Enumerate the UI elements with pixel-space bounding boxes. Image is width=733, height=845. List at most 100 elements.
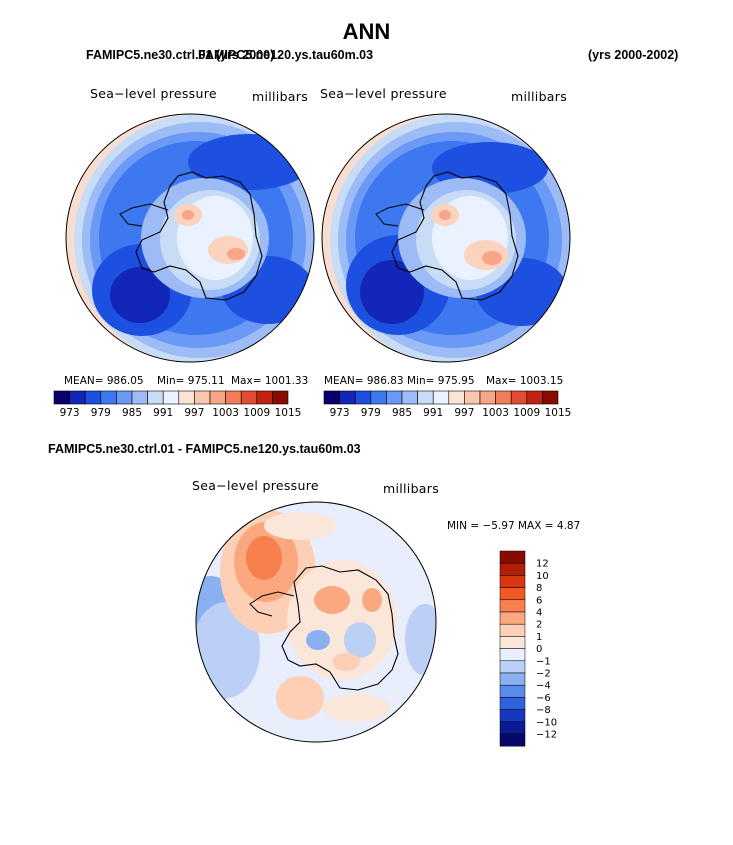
right-min: Min= 975.95 xyxy=(407,375,475,387)
right-colorbar-swatch xyxy=(417,390,434,405)
right-colorbar-label: 979 xyxy=(361,407,381,419)
diff-units-label: millibars xyxy=(383,481,440,496)
diff-colorbar-swatch xyxy=(499,575,526,588)
right-colorbar-swatch xyxy=(510,390,528,405)
diff-colorbar-label: 1 xyxy=(536,632,542,643)
left-colorbar-label: 973 xyxy=(60,407,80,419)
left-case-label: FAMIPC5.ne30.ctrl.01 (yrs 2000) xyxy=(86,48,275,62)
diff-colorbar-swatch xyxy=(499,623,526,637)
diff-colorbar-swatch xyxy=(499,599,526,613)
right-colorbar-swatch xyxy=(495,390,512,405)
right-case-label: FAMIPC5.ne120.ys.tau60m.03 xyxy=(198,48,374,62)
left-colorbar-swatch xyxy=(272,390,289,405)
right-colorbar-swatch xyxy=(448,390,465,405)
left-colorbar-label: 997 xyxy=(184,407,204,419)
diff-colorbar-label: −2 xyxy=(536,669,551,680)
diff-colorbar-swatch xyxy=(499,660,526,674)
left-max: Max= 1001.33 xyxy=(231,375,309,387)
left-colorbar: 973 979 985 991 997 1003 1009 1015 xyxy=(53,390,302,419)
left-colorbar-swatch xyxy=(178,390,195,405)
right-colorbar-swatch xyxy=(339,390,356,405)
left-colorbar-label: 1003 xyxy=(212,407,239,419)
right-colorbar: 973 979 985 991 997 1003 1009 1015 xyxy=(323,390,572,419)
right-colorbar-swatch xyxy=(323,390,340,405)
right-colorbar-swatch xyxy=(526,390,543,405)
right-colorbar-swatch xyxy=(354,390,372,405)
diff-colorbar-label: −4 xyxy=(536,681,551,692)
diff-colorbar-label: −12 xyxy=(536,730,557,741)
diff-colorbar-label: 12 xyxy=(536,559,549,570)
diff-colorbar-swatch xyxy=(499,721,526,735)
diff-colorbar-swatch xyxy=(499,611,526,625)
right-variable-label: Sea−level pressure xyxy=(320,86,447,101)
right-max: Max= 1003.15 xyxy=(486,375,564,387)
diff-colorbar-swatch xyxy=(499,697,526,710)
diff-title: FAMIPC5.ne30.ctrl.01 - FAMIPC5.ne120.ys.… xyxy=(48,442,361,456)
right-colorbar-swatch xyxy=(370,390,387,405)
right-colorbar-label: 1015 xyxy=(545,407,572,419)
right-colorbar-label: 1009 xyxy=(513,407,540,419)
right-colorbar-swatch xyxy=(386,390,403,405)
left-colorbar-swatch xyxy=(225,390,242,405)
right-colorbar-swatch xyxy=(432,390,450,405)
left-colorbar-label: 979 xyxy=(91,407,111,419)
left-colorbar-swatch xyxy=(69,390,86,405)
diff-colorbar-label: 8 xyxy=(536,583,542,594)
left-colorbar-label: 1015 xyxy=(275,407,302,419)
right-colorbar-swatch xyxy=(464,390,481,405)
right-colorbar-label: 991 xyxy=(423,407,443,419)
left-colorbar-swatch xyxy=(162,390,180,405)
diff-colorbar-swatch xyxy=(499,550,526,564)
right-colorbar-label: 1003 xyxy=(482,407,509,419)
left-colorbar-label: 985 xyxy=(122,407,142,419)
left-map xyxy=(65,113,315,363)
diff-colorbar-label: −1 xyxy=(536,656,551,667)
diff-colorbar-swatch xyxy=(499,562,526,576)
diff-colorbar-label: 0 xyxy=(536,644,542,655)
left-colorbar-swatch xyxy=(194,390,211,405)
diff-variable-label: Sea−level pressure xyxy=(192,478,319,493)
diff-colorbar-swatch xyxy=(499,709,526,723)
left-colorbar-swatch xyxy=(84,390,102,405)
diff-colorbar-swatch xyxy=(499,672,526,686)
left-min: Min= 975.11 xyxy=(157,375,225,387)
diff-colorbar-label: 2 xyxy=(536,620,542,631)
right-mean: MEAN= 986.83 xyxy=(324,375,404,387)
diff-colorbar-label: 6 xyxy=(536,595,542,606)
right-map xyxy=(321,113,571,363)
figure-title: ANN xyxy=(342,19,391,44)
right-units-label: millibars xyxy=(511,89,568,104)
left-mean: MEAN= 986.05 xyxy=(64,375,144,387)
left-colorbar-swatch xyxy=(131,390,148,405)
right-years-label: (yrs 2000-2002) xyxy=(588,48,679,62)
right-colorbar-swatch xyxy=(479,390,496,405)
diff-colorbar-swatch xyxy=(499,684,526,698)
right-colorbar-label: 973 xyxy=(330,407,350,419)
left-colorbar-swatch xyxy=(209,390,226,405)
left-colorbar-label: 1009 xyxy=(243,407,270,419)
left-colorbar-swatch xyxy=(256,390,273,405)
left-units-label: millibars xyxy=(252,89,309,104)
diff-colorbar-label: 4 xyxy=(536,608,542,619)
diff-map xyxy=(195,501,437,743)
diff-colorbar-label: 10 xyxy=(536,571,549,582)
diff-colorbar-swatch xyxy=(499,733,526,747)
diff-colorbar-label: −6 xyxy=(536,693,551,704)
left-colorbar-swatch xyxy=(116,390,133,405)
diff-colorbar-label: −10 xyxy=(536,717,557,728)
diff-colorbar-label: −8 xyxy=(536,705,551,716)
left-colorbar-swatch xyxy=(147,390,164,405)
diff-colorbar-swatch xyxy=(499,636,526,649)
right-colorbar-swatch xyxy=(401,390,418,405)
right-colorbar-label: 985 xyxy=(392,407,412,419)
left-colorbar-swatch xyxy=(100,390,117,405)
right-colorbar-label: 997 xyxy=(454,407,474,419)
right-colorbar-swatch xyxy=(542,390,559,405)
diff-minmax: MIN = −5.97 MAX = 4.87 xyxy=(447,520,581,532)
left-colorbar-swatch xyxy=(240,390,258,405)
left-colorbar-swatch xyxy=(53,390,70,405)
diff-colorbar-swatch xyxy=(499,587,526,601)
diff-colorbar-swatch xyxy=(499,648,526,662)
